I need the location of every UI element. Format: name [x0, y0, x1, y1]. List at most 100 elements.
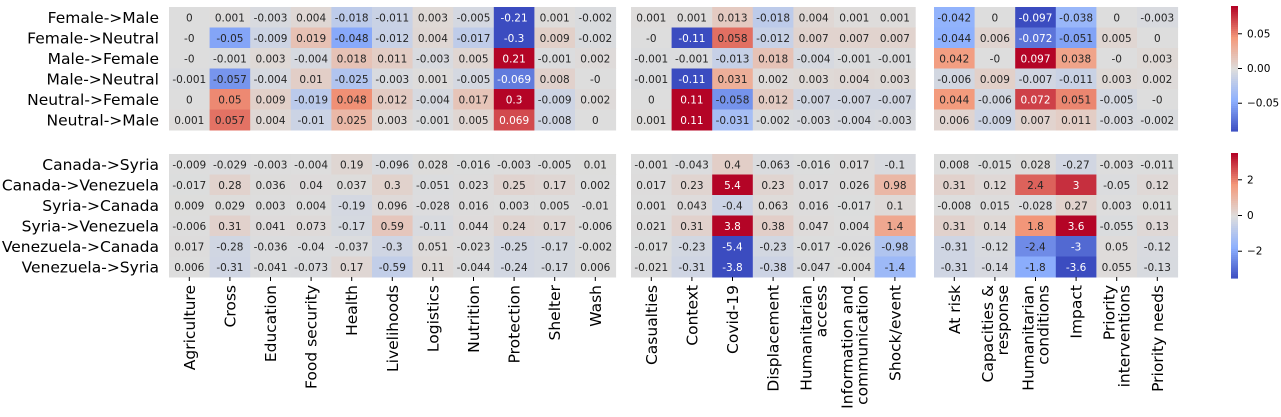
- x-tick-label-line: conditions: [1035, 285, 1053, 365]
- cell-value-label: 0.13: [1146, 221, 1169, 233]
- cell-value-label: -0.31: [216, 262, 243, 274]
- colorbar-segment: [1231, 95, 1238, 99]
- colorbar-segment: [1231, 173, 1238, 177]
- colorbar-tick-label: −0.05: [1247, 98, 1279, 110]
- cell-value-label: -0.003: [797, 115, 831, 127]
- heatmap-cell: [934, 48, 976, 69]
- cell-value-label: -0.001: [634, 74, 668, 86]
- colorbar-tick-label: 0.05: [1247, 28, 1270, 40]
- colorbar-segment: [1231, 228, 1238, 231]
- colorbar-segment: [1231, 49, 1238, 53]
- x-tick-label-line: Protection: [506, 285, 524, 363]
- colorbar-segment: [1231, 169, 1238, 173]
- cell-value-label: 0.003: [255, 53, 285, 65]
- cell-value-label: 0.002: [580, 180, 610, 192]
- heatmap-cell: [372, 7, 414, 28]
- cell-value-label: -0.003: [254, 12, 288, 24]
- cell-value-label: -0.043: [675, 159, 709, 171]
- x-tick-label: Impact: [1068, 285, 1086, 339]
- cell-value-label: -0.012: [375, 33, 409, 45]
- cell-value-label: -0.007: [878, 94, 912, 106]
- heatmap-cell: [412, 109, 454, 131]
- colorbar-segment: [1231, 203, 1238, 206]
- cell-value-label: -0.25: [501, 241, 528, 253]
- heatmap-cell: [834, 174, 876, 196]
- cell-value-label: 0.008: [939, 159, 969, 171]
- heatmap-cell: [372, 27, 414, 49]
- heatmap-cell: [834, 109, 876, 131]
- cell-value-label: 1.8: [1027, 221, 1044, 233]
- cell-value-label: -0.055: [1100, 221, 1134, 233]
- colorbar-segment: [1231, 83, 1238, 86]
- cell-value-label: -0.017: [797, 241, 831, 253]
- colorbar-segment: [1231, 250, 1238, 254]
- colorbar-segment: [1231, 186, 1238, 190]
- cell-value-label: 0.072: [1020, 94, 1050, 106]
- x-tick-label-line: Impact: [1068, 285, 1086, 339]
- colorbar-segment: [1231, 230, 1238, 233]
- heatmap-cell: [493, 174, 535, 196]
- heatmap-cell: [453, 256, 495, 278]
- cell-value-label: -0.31: [941, 262, 968, 274]
- cell-value-label: -0.025: [335, 74, 369, 86]
- heatmap-cell: [209, 215, 251, 237]
- x-tick-label-line: Livelihoods: [384, 285, 402, 372]
- cell-value-label: 0: [1113, 12, 1120, 24]
- heatmap-cell: [331, 256, 373, 278]
- cell-value-label: -0.23: [760, 241, 787, 253]
- heatmap-cell: [209, 27, 251, 49]
- colorbar-segment: [1231, 26, 1238, 30]
- colorbar-segment: [1231, 39, 1238, 43]
- heatmap-cell: [575, 7, 617, 28]
- x-tick-label-line: Agriculture: [181, 285, 199, 370]
- heatmap-cell: [974, 48, 1016, 69]
- heatmap-cell: [1015, 68, 1057, 90]
- x-tick-label: Context: [683, 285, 701, 346]
- colorbar-segment: [1231, 198, 1238, 202]
- cell-value-label: -0.003: [1100, 159, 1134, 171]
- heatmap-cell: [209, 256, 251, 278]
- heatmap-cell: [290, 27, 332, 49]
- heatmap-cell: [631, 27, 673, 49]
- heatmap-cell: [453, 215, 495, 237]
- cell-value-label: 0.31: [218, 221, 241, 233]
- cell-value-label: 0: [186, 94, 193, 106]
- cell-value-label: -0.006: [978, 94, 1012, 106]
- colorbar-segment: [1231, 91, 1238, 95]
- cell-value-label: -0.006: [172, 221, 206, 233]
- cell-value-label: 0.01: [584, 159, 607, 171]
- heatmap-cell: [169, 236, 211, 257]
- colorbar-segment: [1231, 51, 1238, 55]
- colorbar-segment: [1231, 41, 1238, 45]
- heatmap-cell: [534, 89, 576, 110]
- cell-value-label: 0.011: [1061, 115, 1091, 127]
- heatmap-cell: [1096, 7, 1138, 28]
- cell-value-label: 0.031: [717, 74, 747, 86]
- colorbar-segment: [1231, 6, 1238, 9]
- heatmap-cell: [575, 236, 617, 257]
- x-tick-label: Information andcommunication: [838, 285, 871, 409]
- cell-value-label: -0.004: [837, 262, 871, 274]
- heatmap-cell: [1055, 215, 1097, 237]
- colorbar-segment: [1231, 175, 1238, 179]
- heatmap-cell: [493, 27, 535, 49]
- heatmap-cell: [752, 174, 794, 196]
- cell-value-label: 0.043: [677, 200, 707, 212]
- heatmap-cell: [534, 215, 576, 237]
- colorbar-segment: [1231, 209, 1238, 212]
- colorbar-segment: [1231, 194, 1238, 198]
- colorbar-segment: [1231, 244, 1238, 248]
- cell-value-label: -0.28: [216, 241, 243, 253]
- cell-value-label: 5.4: [724, 180, 741, 192]
- heatmap-cell: [453, 68, 495, 90]
- cell-value-label: 0.063: [758, 200, 788, 212]
- x-tick-label-line: Wash: [587, 285, 605, 327]
- heatmap-cell: [412, 48, 454, 69]
- cell-value-label: 0.026: [839, 180, 869, 192]
- cell-value-label: -0.006: [937, 74, 971, 86]
- heatmap-cell: [290, 154, 332, 175]
- cell-value-label: -0.015: [978, 159, 1012, 171]
- cell-value-label: 0.004: [839, 74, 869, 86]
- cell-value-label: 0.001: [677, 12, 707, 24]
